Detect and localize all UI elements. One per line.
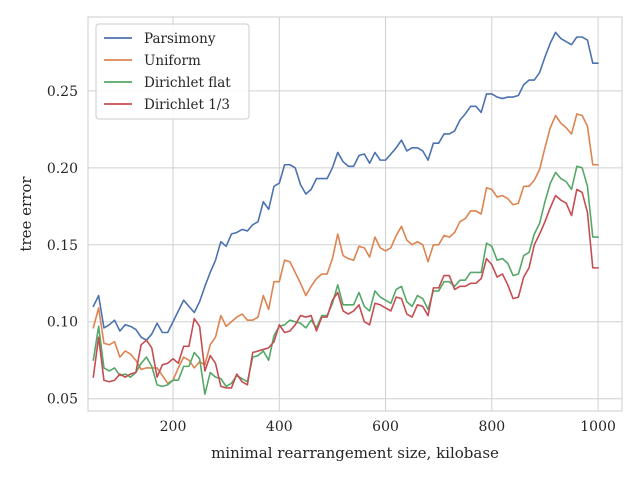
plot-frame bbox=[87, 16, 623, 412]
x-axis-label: minimal rearrangement size, kilobase bbox=[211, 444, 499, 462]
series-line-uniform bbox=[92, 113, 599, 385]
y-axis-label: tree error bbox=[17, 176, 35, 252]
legend-label-dirichlet-flat: Dirichlet flat bbox=[144, 75, 231, 91]
series-layer bbox=[92, 31, 599, 395]
y-tick-label: 0.05 bbox=[47, 392, 78, 408]
legend-label-parsimony: Parsimony bbox=[144, 31, 216, 47]
x-tick-label: 400 bbox=[266, 419, 293, 435]
series-line-dirichlet-1-3 bbox=[92, 188, 599, 389]
x-tick-label: 200 bbox=[160, 419, 187, 435]
y-tick-label: 0.20 bbox=[47, 161, 78, 177]
x-tick-label: 1000 bbox=[580, 419, 616, 435]
y-tick-label: 0.10 bbox=[47, 315, 78, 331]
legend-items: Parsimony Uniform Dirichlet flat Dirichlet … bbox=[104, 31, 231, 113]
x-tick-label: 600 bbox=[372, 419, 399, 435]
y-tick-label: 0.25 bbox=[47, 84, 78, 100]
grid-lines bbox=[88, 17, 622, 411]
x-tick-label: 800 bbox=[478, 419, 505, 435]
y-axis-ticks: 0.05 0.10 0.15 0.20 0.25 bbox=[47, 84, 78, 408]
series-line-parsimony bbox=[92, 31, 599, 342]
legend-label-dirichlet-1-3: Dirichlet 1/3 bbox=[144, 97, 230, 113]
legend: Parsimony Uniform Dirichlet flat Dirichlet … bbox=[95, 23, 250, 120]
legend-box bbox=[95, 23, 250, 120]
y-tick-label: 0.15 bbox=[47, 238, 78, 254]
x-axis-ticks: 200 400 600 800 1000 bbox=[160, 419, 616, 435]
legend-label-uniform: Uniform bbox=[144, 53, 201, 69]
series-line-dirichlet-flat bbox=[92, 165, 599, 395]
